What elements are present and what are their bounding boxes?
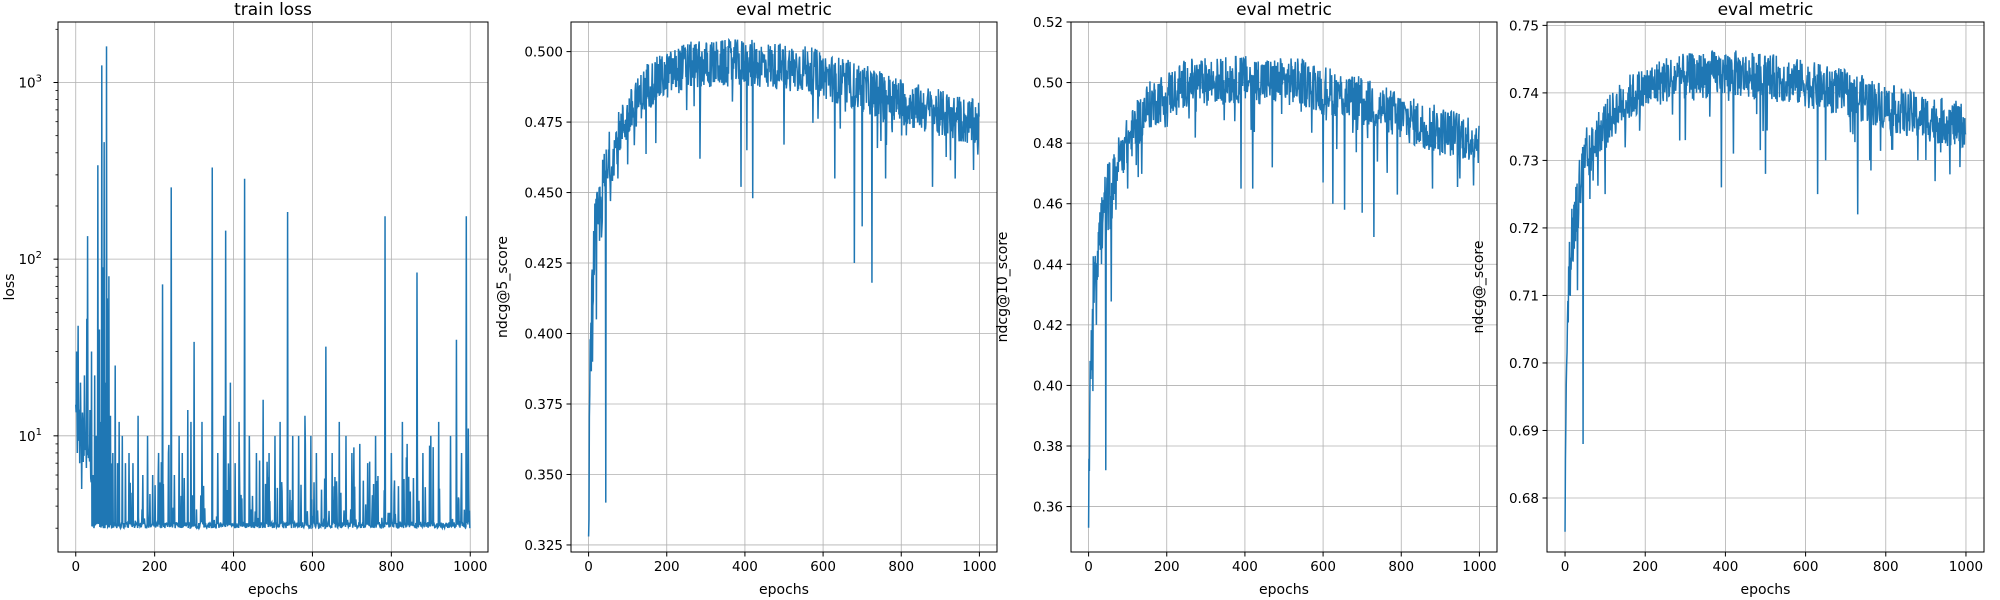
x-tick-label: 600 — [1310, 559, 1336, 575]
axes-frame — [57, 21, 489, 553]
y-tick-label: 0.68 — [1509, 491, 1539, 507]
chart-panel-4: 0 200 400 600 800 1000 0.68 0.69 0.70 0.71 0.72 0.7… — [1471, 0, 1985, 598]
y-tick-label: 0.500 — [524, 45, 563, 61]
x-axis-label: epochs — [759, 582, 809, 598]
x-tick-label: 1000 — [962, 559, 996, 575]
chart-title: eval metric — [1718, 0, 1814, 20]
y-tick-label: 0.44 — [1033, 257, 1063, 273]
y-tick-label: 0.325 — [524, 538, 563, 554]
x-tick-label: 200 — [1154, 559, 1180, 575]
y-axis-label: ndcg@10_score — [995, 232, 1011, 343]
x-tick-label: 400 — [1232, 559, 1258, 575]
y-tick-label: 0.375 — [524, 397, 563, 413]
y-tick-label: 0.71 — [1509, 288, 1539, 304]
chart-panel-2: 0 200 400 600 800 1000 0.325 0.350 0.375 0.400 0.4… — [495, 0, 998, 598]
series-line — [1087, 55, 1480, 528]
x-tick-label: 400 — [221, 559, 247, 575]
y-tick-label: 0.46 — [1033, 197, 1063, 213]
y-tick-label: 0.36 — [1033, 500, 1063, 516]
x-tick-label: 400 — [1713, 559, 1739, 575]
series-line — [75, 46, 471, 531]
y-tick-label: 0.475 — [524, 115, 563, 131]
x-tick-label: 0 — [1084, 559, 1093, 575]
y-tick-label: 0.69 — [1509, 423, 1539, 439]
x-tick-label: 200 — [654, 559, 680, 575]
x-tick-label: 800 — [1388, 559, 1414, 575]
chart-title: eval metric — [736, 0, 832, 20]
x-tick-label: 0 — [584, 559, 593, 575]
y-axis-label: ndcg@_score — [1471, 241, 1487, 334]
y-tick-label: 0.425 — [524, 256, 563, 272]
x-tick-label: 1000 — [1462, 559, 1496, 575]
chart-panel-1: 0 200 400 600 800 1000 101 102 103 train loss epoc… — [2, 0, 489, 598]
y-tick-label: 0.450 — [524, 186, 563, 202]
axes-frame — [570, 21, 998, 553]
x-tick-label: 1000 — [453, 559, 487, 575]
y-tick-label: 0.74 — [1509, 86, 1539, 102]
x-tick-label: 0 — [71, 559, 80, 575]
y-tick-label: 103 — [18, 73, 42, 91]
x-axis-label: epochs — [1259, 582, 1309, 598]
x-tick-label: 800 — [888, 559, 914, 575]
chart-title: train loss — [234, 0, 312, 20]
x-axis-label: epochs — [248, 582, 298, 598]
y-tick-label: 0.75 — [1509, 18, 1539, 34]
y-axis-label: loss — [2, 273, 18, 300]
y-tick-label: 0.40 — [1033, 378, 1063, 394]
x-axis-label: epochs — [1741, 582, 1791, 598]
x-tick-label: 0 — [1561, 559, 1570, 575]
x-tick-label: 800 — [1873, 559, 1899, 575]
y-tick-label: 0.48 — [1033, 136, 1063, 152]
y-axis-label: ndcg@5_score — [495, 236, 511, 338]
chart-title: eval metric — [1236, 0, 1332, 20]
x-tick-label: 600 — [1793, 559, 1819, 575]
x-tick-label: 200 — [142, 559, 168, 575]
y-tick-label: 0.42 — [1033, 318, 1063, 334]
x-tick-label: 600 — [810, 559, 836, 575]
series-line — [587, 37, 980, 537]
y-tick-label: 0.50 — [1033, 76, 1063, 92]
y-tick-label: 0.73 — [1509, 153, 1539, 169]
y-tick-label: 0.70 — [1509, 356, 1539, 372]
series-line — [1564, 49, 1967, 532]
y-tick-label: 0.38 — [1033, 439, 1063, 455]
y-tick-label: 0.52 — [1033, 15, 1063, 31]
x-tick-label: 600 — [300, 559, 326, 575]
y-tick-label: 102 — [18, 250, 42, 268]
x-tick-label: 800 — [378, 559, 404, 575]
axes-frame — [1070, 21, 1498, 553]
axes-frame — [1546, 21, 1985, 553]
x-tick-label: 200 — [1632, 559, 1658, 575]
y-tick-label: 101 — [18, 427, 42, 445]
x-tick-label: 1000 — [1949, 559, 1983, 575]
x-tick-label: 400 — [732, 559, 758, 575]
y-tick-label: 0.350 — [524, 467, 563, 483]
chart-panel-3: 0 200 400 600 800 1000 0.36 0.38 0.40 0.42 0.44 0.4… — [995, 0, 1498, 598]
y-tick-label: 0.72 — [1509, 221, 1539, 237]
y-tick-label: 0.400 — [524, 327, 563, 343]
